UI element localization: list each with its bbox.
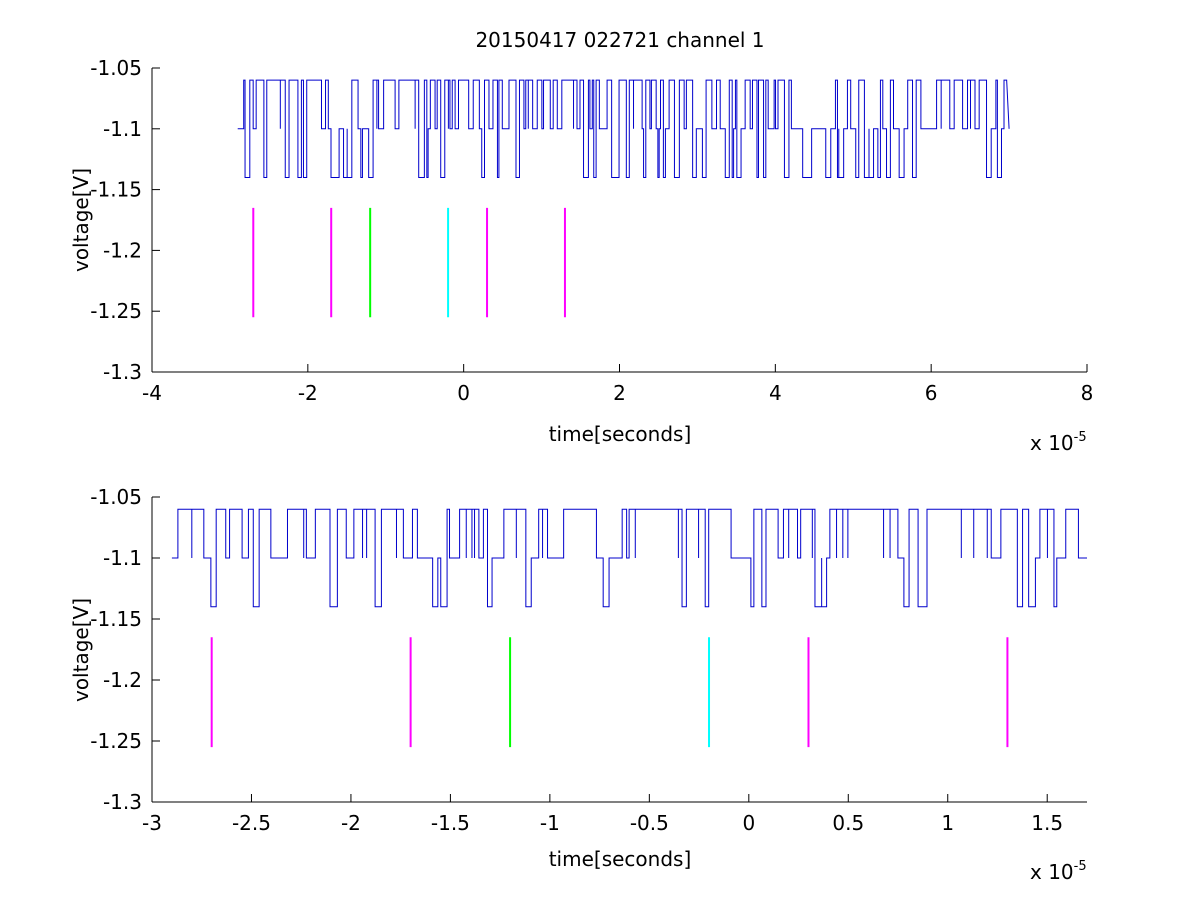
- bottom-y-axis-label: voltage[V]: [69, 598, 93, 702]
- bottom-x-tick-label: 0.5: [832, 811, 864, 835]
- bottom-x-tick-label: -1: [540, 811, 560, 835]
- top-y-tick-label: -1.15: [90, 178, 142, 202]
- top-x-tick-label: -2: [298, 381, 318, 405]
- bottom-x-axis-label: time[seconds]: [549, 847, 692, 871]
- bottom-x-tick-label: 1: [941, 811, 954, 835]
- bottom-x-tick-label: -0.5: [630, 811, 669, 835]
- bottom-markers: [210, 637, 1009, 748]
- top-x-tick-label: 4: [769, 381, 782, 405]
- bottom-signal-trace: [171, 508, 1087, 608]
- top-x-exponent-base: x 10: [1030, 431, 1074, 455]
- bottom-x-tick-label: -3: [142, 811, 162, 835]
- bottom-y-tick-label: -1.2: [103, 668, 142, 692]
- bottom-x-tick-label: -2.5: [232, 811, 271, 835]
- top-y-tick-label: -1.2: [103, 238, 142, 262]
- top-x-axis-label: time[seconds]: [549, 422, 692, 446]
- top-signal-path: [237, 79, 1010, 178]
- top-x-exponent-power: -5: [1074, 430, 1087, 445]
- top-y-axis-label: voltage[V]: [69, 168, 93, 272]
- top-y-tick-label: -1.3: [103, 360, 142, 384]
- top-x-exponent: x 10-5: [1030, 430, 1087, 455]
- bottom-y-tick-label: -1.15: [90, 607, 142, 631]
- bottom-y-tick-label: -1.05: [90, 485, 142, 509]
- bottom-x-exponent: x 10-5: [1030, 859, 1087, 884]
- bottom-x-tick-label: -2: [341, 811, 361, 835]
- bottom-y-tick-label: -1.25: [90, 729, 142, 753]
- top-x-tick-label: 2: [613, 381, 626, 405]
- bottom-subplot: -3 -2.5 -2 -1.5 -1 -0.5 0 0.5 1 1.5 -1.05 -1.1 -1.15…: [69, 485, 1087, 884]
- top-x-tick-label: -4: [142, 381, 162, 405]
- bottom-x-tick-label: 0: [742, 811, 755, 835]
- bottom-y-tick-label: -1.1: [103, 546, 142, 570]
- top-x-tick-label: 0: [457, 381, 470, 405]
- bottom-x-exponent-base: x 10: [1030, 860, 1074, 884]
- top-markers: [252, 207, 566, 318]
- top-ticks: -4 -2 0 2 4 6 8 -1.05 -1.1 -1.15 -1.2 -1.25 -1.3: [90, 56, 1093, 405]
- bottom-y-tick-label: -1.3: [103, 790, 142, 814]
- bottom-x-tick-label: 1.5: [1031, 811, 1063, 835]
- top-x-tick-label: 8: [1081, 381, 1094, 405]
- top-y-tick-label: -1.25: [90, 299, 142, 323]
- top-y-tick-label: -1.1: [103, 117, 142, 141]
- top-y-tick-label: -1.05: [90, 56, 142, 80]
- bottom-signal-path: [171, 508, 1087, 608]
- figure-title: 20150417 022721 channel 1: [475, 28, 764, 52]
- top-subplot: -4 -2 0 2 4 6 8 -1.05 -1.1 -1.15 -1.2 -1.25 -1.3 tim…: [69, 56, 1093, 455]
- top-x-tick-label: 6: [925, 381, 938, 405]
- bottom-x-tick-label: -1.5: [431, 811, 470, 835]
- top-signal-trace: [237, 79, 1010, 178]
- bottom-x-exponent-power: -5: [1074, 859, 1087, 874]
